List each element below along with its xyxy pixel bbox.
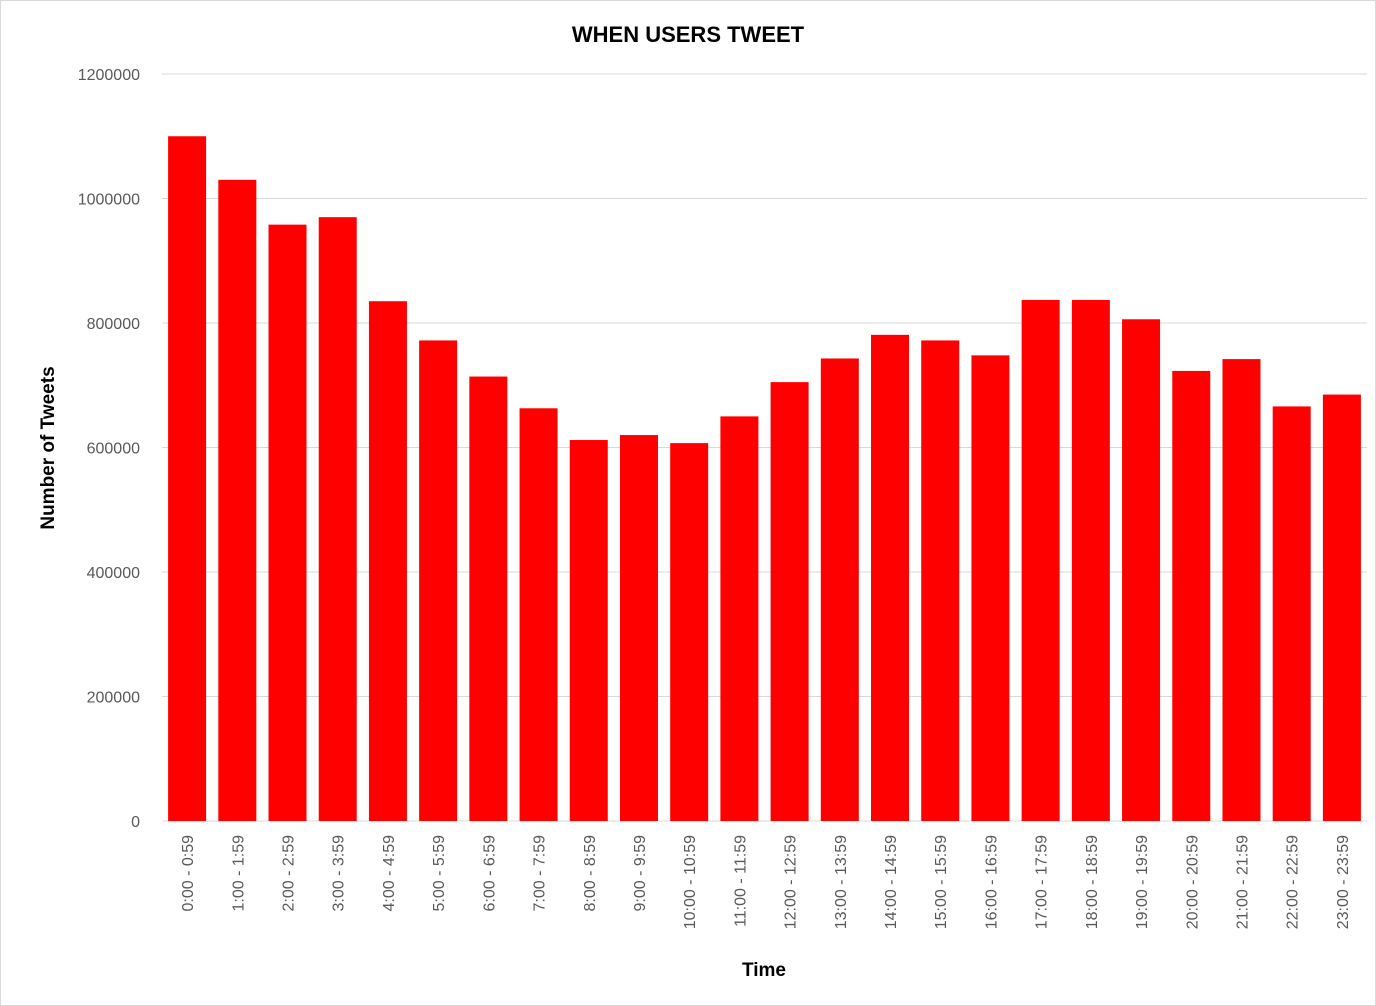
- bar: [1021, 299, 1060, 821]
- y-tick-label: 1200000: [78, 67, 140, 84]
- x-tick-label: 23:00 - 23:59: [1335, 835, 1352, 929]
- y-tick-label: 600000: [87, 441, 140, 458]
- x-tick-label: 22:00 - 22:59: [1285, 835, 1302, 929]
- y-tick-label: 400000: [87, 565, 140, 582]
- x-tick-label: 0:00 - 0:59: [180, 835, 197, 912]
- bar: [569, 440, 608, 821]
- bar: [168, 136, 207, 821]
- bar: [368, 301, 407, 821]
- bar: [1122, 319, 1161, 821]
- bar: [770, 382, 809, 821]
- bar: [469, 376, 508, 821]
- x-tick-label: 1:00 - 1:59: [230, 835, 247, 912]
- x-tick-label: 9:00 - 9:59: [632, 835, 649, 912]
- x-tick-label: 14:00 - 14:59: [883, 835, 900, 929]
- x-axis-label: Time: [742, 960, 786, 981]
- bar: [871, 334, 910, 821]
- x-tick-label: 20:00 - 20:59: [1184, 835, 1201, 929]
- x-tick-label: 21:00 - 21:59: [1234, 835, 1251, 929]
- bar: [268, 224, 307, 821]
- x-tick-label: 12:00 - 12:59: [783, 835, 800, 929]
- x-tick-label: 18:00 - 18:59: [1084, 835, 1101, 929]
- bar: [318, 217, 357, 822]
- x-tick-label: 13:00 - 13:59: [833, 835, 850, 929]
- x-tick-label: 11:00 - 11:59: [732, 835, 749, 927]
- chart-title: WHEN USERS TWEET: [572, 22, 805, 47]
- x-tick-label: 7:00 - 7:59: [532, 835, 549, 912]
- x-tick-label: 5:00 - 5:59: [431, 835, 448, 912]
- y-tick-label: 800000: [87, 316, 140, 333]
- x-tick-label: 19:00 - 19:59: [1134, 835, 1151, 929]
- bar: [1071, 299, 1110, 821]
- y-tick-label: 1000000: [78, 192, 140, 209]
- bar: [419, 340, 458, 821]
- bar: [619, 435, 658, 821]
- y-axis-label: Number of Tweets: [38, 366, 59, 529]
- bar: [519, 408, 558, 821]
- x-tick-label: 6:00 - 6:59: [481, 835, 498, 912]
- bar: [1222, 359, 1261, 821]
- x-axis-ticks: 0:00 - 0:59 1:00 - 1:59 2:00 - 2:59 3:00 - …: [180, 835, 1352, 929]
- y-tick-label: 200000: [87, 690, 140, 707]
- x-tick-label: 3:00 - 3:59: [331, 835, 348, 912]
- x-tick-label: 10:00 - 10:59: [682, 835, 699, 929]
- bar: [971, 355, 1010, 821]
- y-tick-label: 0: [131, 814, 140, 831]
- x-tick-label: 4:00 - 4:59: [381, 835, 398, 912]
- bar: [1322, 394, 1361, 821]
- bar: [720, 416, 759, 821]
- x-tick-label: 16:00 - 16:59: [983, 835, 1000, 929]
- bar: [218, 179, 257, 821]
- x-tick-label: 17:00 - 17:59: [1034, 835, 1051, 929]
- x-tick-label: 15:00 - 15:59: [933, 835, 950, 929]
- x-tick-label: 2:00 - 2:59: [281, 835, 298, 912]
- gridlines: [162, 73, 1367, 822]
- bars: [168, 136, 1361, 822]
- bar: [1272, 406, 1311, 821]
- bar: [1172, 370, 1211, 821]
- x-tick-label: 8:00 - 8:59: [582, 835, 599, 912]
- y-axis-ticks: 0 200000 400000 600000 800000 1000000 1200000: [78, 67, 140, 831]
- bar: [820, 358, 859, 821]
- bar: [670, 443, 709, 821]
- bar: [921, 340, 960, 821]
